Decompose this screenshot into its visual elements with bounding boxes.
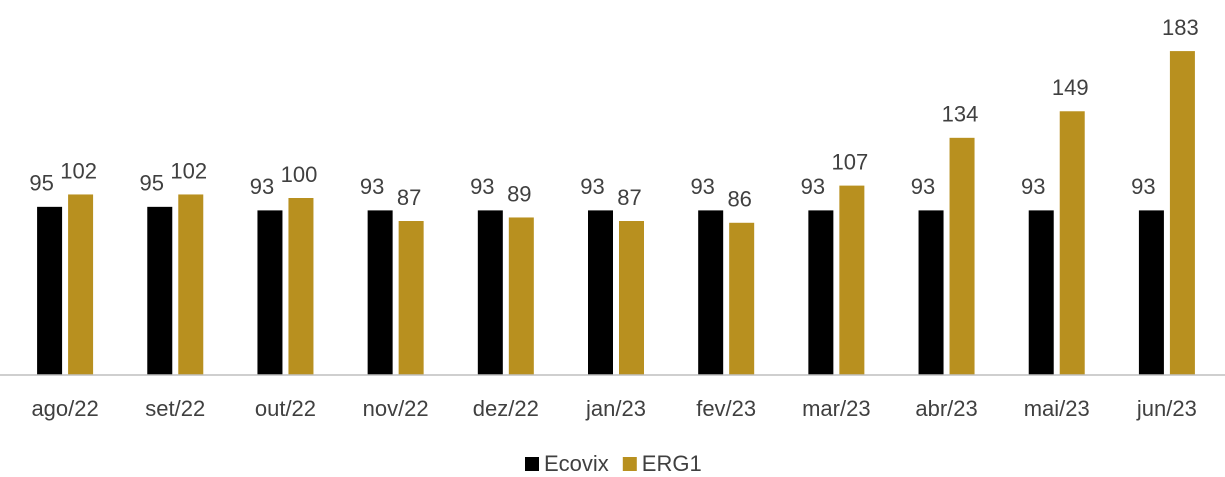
data-label: 93 [360,174,384,199]
data-label: 102 [170,158,207,183]
bar [288,198,314,375]
data-label: 93 [801,174,825,199]
data-label: 93 [580,174,604,199]
x-tick-label: abr/23 [915,396,977,421]
x-tick-label: mar/23 [802,396,870,421]
data-label: 102 [60,158,97,183]
bar [808,210,834,375]
x-tick-label: nov/22 [363,396,429,421]
bar [147,206,173,375]
x-tick-label: ago/22 [31,396,98,421]
data-label: 93 [1021,174,1045,199]
legend-label: Ecovix [544,451,609,476]
bar [1138,210,1164,375]
bar [68,194,94,375]
x-tick-label: dez/22 [473,396,539,421]
bar [178,194,204,375]
legend-swatch [622,457,637,471]
data-label: 95 [140,171,164,196]
bar [918,210,944,375]
data-label: 87 [397,185,421,210]
bar [729,222,755,375]
data-label: 183 [1162,15,1199,40]
data-label: 93 [470,174,494,199]
data-label: 87 [617,185,641,210]
data-label: 95 [29,171,53,196]
bar [1059,111,1085,376]
data-label: 93 [690,174,714,199]
bar [367,210,393,375]
data-label: 107 [832,149,869,174]
x-tick-label: set/22 [145,396,205,421]
bar [588,210,613,375]
data-label: 93 [911,174,935,199]
data-label: 149 [1052,75,1089,100]
data-label: 134 [942,102,979,127]
bar [477,210,503,375]
x-tick-label: fev/23 [696,396,756,421]
x-tick-label: jan/23 [585,396,646,421]
bar [698,210,724,375]
data-label: 100 [281,162,318,187]
x-tick-label: mai/23 [1024,396,1090,421]
legend-swatch [525,457,539,471]
data-label: 93 [1131,174,1155,199]
bar [398,221,424,375]
bar [839,185,865,375]
legend-label: ERG1 [642,451,702,476]
bar [1028,210,1054,375]
bar [949,137,975,375]
data-label: 89 [507,181,531,206]
data-label: 86 [727,187,751,212]
bar [257,210,283,375]
bar [619,221,644,375]
x-tick-label: jun/23 [1136,396,1197,421]
bar [1169,51,1195,376]
bar [508,217,534,375]
bar [37,206,63,375]
data-label: 93 [250,174,274,199]
x-tick-label: out/22 [255,396,316,421]
